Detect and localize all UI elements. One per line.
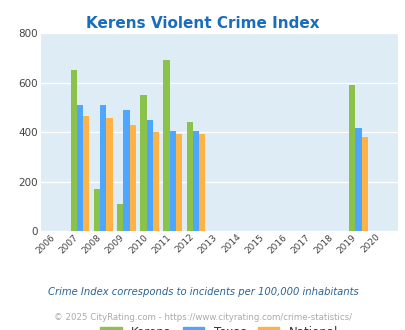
Bar bbox=[117, 204, 123, 231]
Bar bbox=[70, 70, 77, 231]
Bar bbox=[94, 189, 100, 231]
Bar bbox=[100, 105, 106, 231]
Bar bbox=[169, 131, 175, 231]
Bar bbox=[146, 120, 152, 231]
Bar bbox=[175, 135, 182, 231]
Bar bbox=[123, 110, 129, 231]
Legend: Kerens, Texas, National: Kerens, Texas, National bbox=[94, 320, 343, 330]
Bar bbox=[140, 95, 146, 231]
Bar bbox=[199, 135, 205, 231]
Bar bbox=[106, 118, 112, 231]
Text: Kerens Violent Crime Index: Kerens Violent Crime Index bbox=[86, 16, 319, 31]
Text: © 2025 CityRating.com - https://www.cityrating.com/crime-statistics/: © 2025 CityRating.com - https://www.city… bbox=[54, 313, 351, 322]
Bar bbox=[354, 128, 361, 231]
Bar bbox=[186, 122, 192, 231]
Bar bbox=[192, 131, 199, 231]
Bar bbox=[361, 137, 367, 231]
Bar bbox=[348, 85, 354, 231]
Text: Crime Index corresponds to incidents per 100,000 inhabitants: Crime Index corresponds to incidents per… bbox=[47, 287, 358, 297]
Bar bbox=[152, 132, 159, 231]
Bar bbox=[129, 125, 136, 231]
Bar bbox=[77, 105, 83, 231]
Bar bbox=[163, 60, 169, 231]
Bar bbox=[83, 116, 89, 231]
